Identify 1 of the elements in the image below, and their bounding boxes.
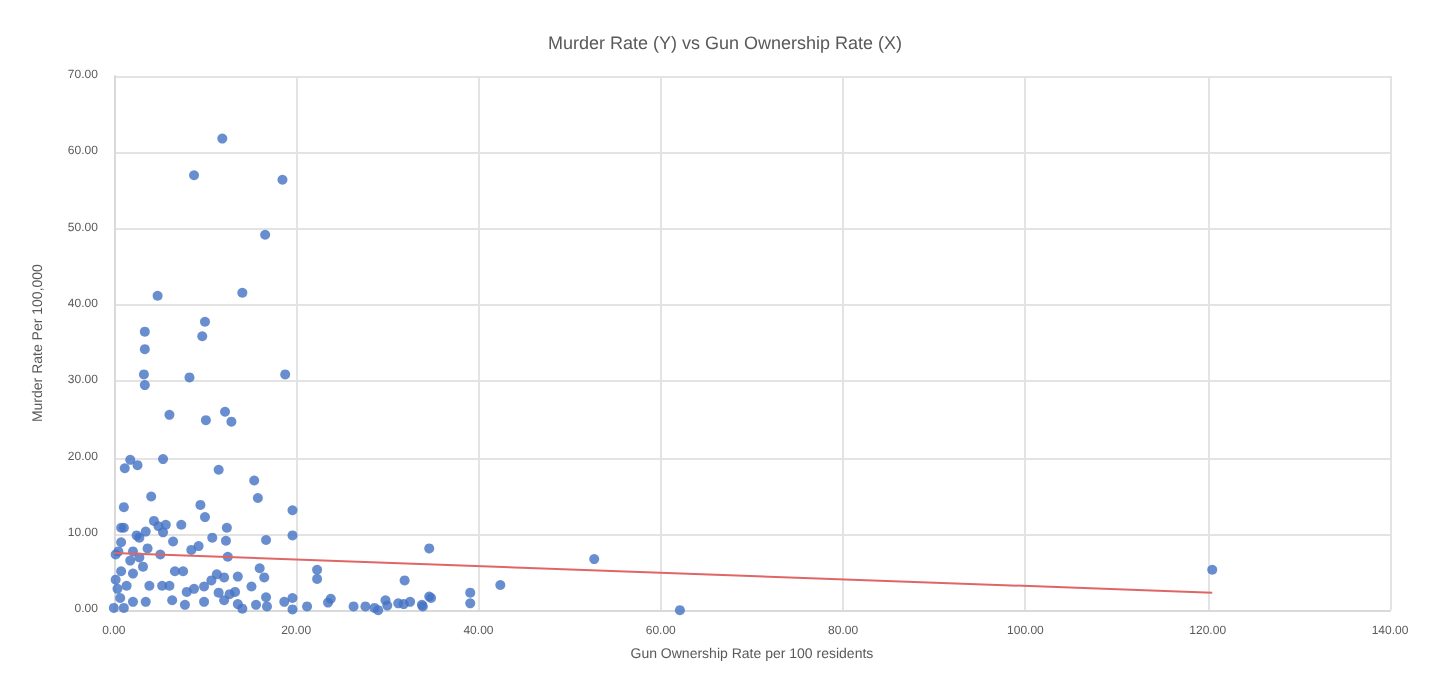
chart-title: Murder Rate (Y) vs Gun Ownership Rate (X) bbox=[547, 33, 903, 53]
